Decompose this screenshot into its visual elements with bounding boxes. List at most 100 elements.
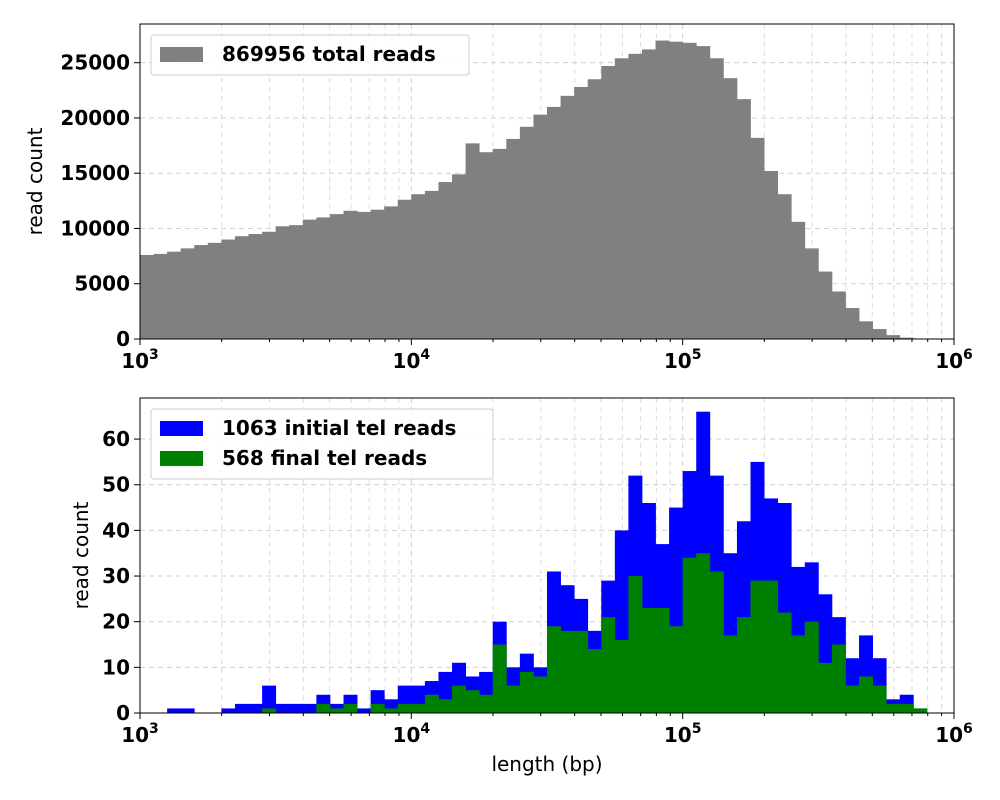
histogram-bar — [764, 171, 779, 339]
histogram-bar — [370, 703, 385, 713]
y-tick-label: 10 — [102, 655, 130, 679]
histogram-bar — [506, 685, 521, 713]
histogram-bar — [479, 694, 494, 713]
histogram-bar — [384, 206, 399, 339]
histogram-bar — [899, 703, 914, 713]
histogram-bar — [533, 676, 548, 713]
plot-frame — [139, 397, 955, 714]
histogram-bar — [153, 253, 168, 339]
histogram-bar — [357, 708, 372, 713]
histogram-bar — [397, 199, 412, 339]
histogram-bar — [384, 708, 399, 713]
y-axis-label: read count — [69, 501, 93, 609]
y-tick-label: 50 — [102, 473, 130, 497]
histogram-bar — [736, 99, 751, 339]
histogram-bar — [302, 703, 317, 713]
histogram-bar — [329, 214, 344, 339]
histogram-bar — [601, 617, 616, 713]
x-tick-base: 10 — [393, 349, 421, 373]
x-axis: 103 104 105 106 — [121, 339, 973, 373]
histogram-bar — [234, 703, 249, 713]
histogram-bar — [357, 211, 372, 339]
y-tick-label: 10000 — [60, 216, 130, 240]
x-axis: 103 104 105 106 — [121, 713, 973, 747]
x-tick-exponent: 6 — [963, 347, 973, 363]
y-axis: 0 10 20 30 40 50 60 — [102, 427, 140, 725]
histogram-bar — [180, 708, 195, 713]
histogram-bar — [845, 308, 860, 339]
histogram-bar — [370, 209, 385, 339]
legend-box — [150, 34, 470, 76]
y-tick-label: 40 — [102, 518, 130, 542]
histogram-bar — [859, 676, 873, 713]
histogram-bar — [886, 335, 901, 339]
histogram-bar — [411, 194, 426, 339]
y-tick-label: 5000 — [74, 272, 130, 296]
legend-box — [150, 408, 494, 480]
histogram-bar — [465, 143, 480, 339]
histogram-bar — [560, 95, 575, 339]
histogram-bar — [669, 41, 684, 340]
plot-frame — [139, 23, 955, 340]
histogram-bar — [316, 217, 331, 339]
x-tick-label: 103 — [121, 721, 159, 747]
histogram-bar — [574, 87, 589, 339]
legend-label: 1063 initial tel reads — [222, 416, 456, 440]
histogram-bar — [424, 694, 439, 713]
legend-swatch — [160, 421, 203, 436]
histogram-bar — [519, 671, 534, 713]
legend-swatch — [160, 47, 203, 62]
histogram-bar — [262, 685, 277, 713]
histogram-bar — [682, 42, 697, 339]
histogram-bar — [574, 630, 589, 713]
histogram-bar — [872, 329, 887, 339]
histogram-bar — [262, 708, 277, 713]
histogram-bar — [804, 621, 819, 713]
x-tick-base: 10 — [121, 349, 149, 373]
x-tick-label: 105 — [664, 721, 702, 747]
x-tick-exponent: 3 — [149, 347, 159, 363]
x-tick-base: 10 — [935, 723, 963, 747]
histogram-bar — [262, 231, 277, 339]
histogram-bar — [221, 239, 236, 339]
histogram-bar — [329, 708, 344, 713]
histogram-bar — [289, 225, 304, 339]
histogram-bar — [180, 248, 195, 339]
x-tick-label: 106 — [935, 721, 973, 747]
histogram-bar — [533, 114, 548, 339]
histogram-bar — [736, 617, 751, 713]
x-tick-label: 104 — [393, 721, 431, 747]
histogram-bar — [913, 708, 928, 713]
histogram-bar — [818, 662, 833, 713]
y-tick-label: 30 — [102, 564, 130, 588]
histogram-bar — [655, 40, 670, 339]
x-tick-exponent: 6 — [963, 721, 973, 737]
histogram-bar — [750, 580, 765, 713]
histogram-bar — [275, 703, 290, 713]
histogram-bar — [492, 148, 507, 339]
y-tick-label: 0 — [116, 327, 130, 351]
y-axis-label: read count — [23, 127, 47, 235]
y-tick-label: 25000 — [60, 51, 130, 75]
x-tick-exponent: 5 — [692, 347, 702, 363]
histogram-bar — [777, 194, 792, 339]
histogram-bar — [275, 226, 290, 339]
series-1 — [140, 40, 955, 340]
legend: 1063 initial tel reads 568 final tel read… — [150, 408, 494, 480]
histogram-bar — [723, 78, 738, 339]
histogram-bar — [519, 126, 534, 339]
histogram-bar — [479, 152, 494, 339]
x-tick-base: 10 — [393, 723, 421, 747]
x-tick-label: 104 — [393, 347, 431, 373]
chart-panel-1: 103 104 105 1060500010000150002000025000rea… — [23, 23, 973, 373]
histogram-bar — [438, 699, 453, 713]
histogram-bar — [560, 630, 575, 713]
x-tick-exponent: 4 — [420, 347, 430, 363]
x-tick-base: 10 — [121, 723, 149, 747]
histogram-bar — [302, 219, 317, 339]
histogram-bar — [641, 49, 656, 339]
x-tick-exponent: 5 — [692, 721, 702, 737]
x-tick-label: 103 — [121, 347, 159, 373]
